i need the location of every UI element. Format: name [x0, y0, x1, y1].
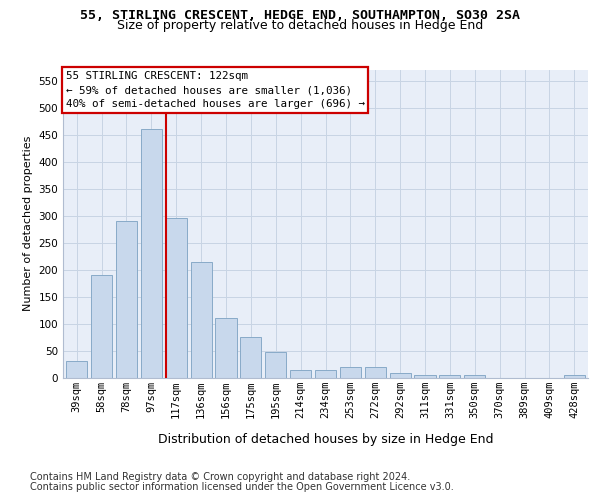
Text: Contains public sector information licensed under the Open Government Licence v3: Contains public sector information licen…	[30, 482, 454, 492]
Bar	[464, 375, 485, 378]
Bar	[340, 366, 361, 378]
Y-axis label: Number of detached properties: Number of detached properties	[23, 136, 33, 312]
Bar	[265, 352, 286, 378]
Bar	[315, 370, 336, 378]
Bar	[91, 275, 112, 378]
Bar	[215, 318, 236, 378]
Bar	[166, 218, 187, 378]
Bar	[116, 221, 137, 378]
Bar	[240, 337, 262, 378]
Bar	[290, 370, 311, 378]
Bar	[141, 130, 162, 378]
Bar	[389, 373, 411, 378]
Text: 55, STIRLING CRESCENT, HEDGE END, SOUTHAMPTON, SO30 2SA: 55, STIRLING CRESCENT, HEDGE END, SOUTHA…	[80, 9, 520, 22]
Bar	[66, 362, 87, 378]
Bar	[191, 262, 212, 378]
Text: Contains HM Land Registry data © Crown copyright and database right 2024.: Contains HM Land Registry data © Crown c…	[30, 472, 410, 482]
Text: Distribution of detached houses by size in Hedge End: Distribution of detached houses by size …	[158, 432, 493, 446]
Text: Size of property relative to detached houses in Hedge End: Size of property relative to detached ho…	[117, 19, 483, 32]
Bar	[365, 366, 386, 378]
Bar	[415, 375, 436, 378]
Text: 55 STIRLING CRESCENT: 122sqm
← 59% of detached houses are smaller (1,036)
40% of: 55 STIRLING CRESCENT: 122sqm ← 59% of de…	[65, 70, 365, 110]
Bar	[439, 375, 460, 378]
Bar	[564, 376, 585, 378]
